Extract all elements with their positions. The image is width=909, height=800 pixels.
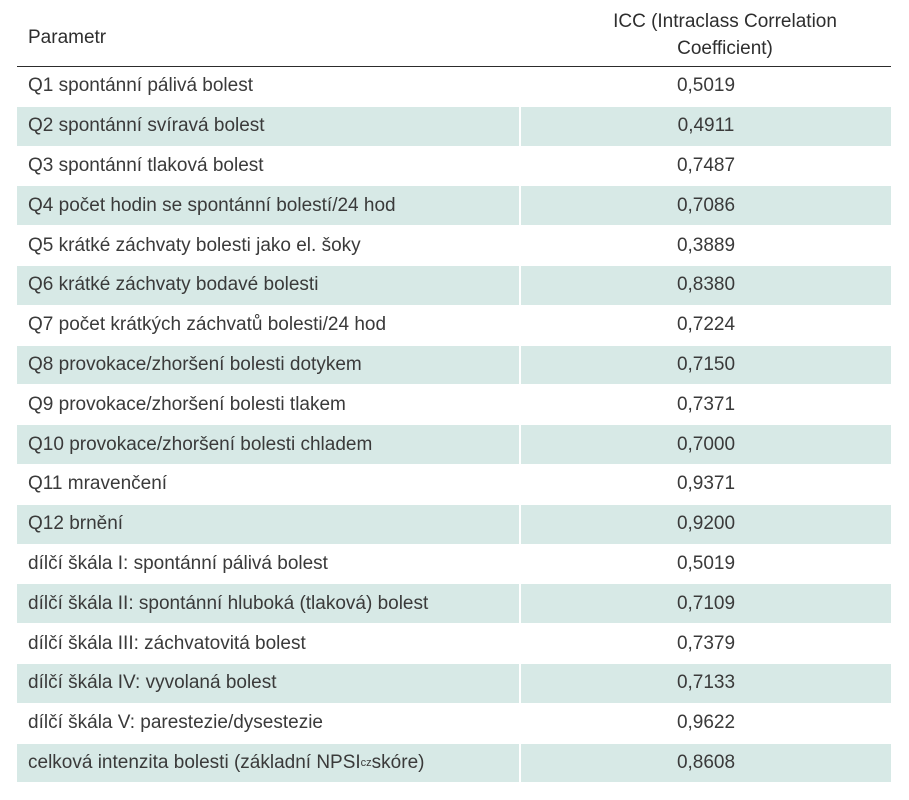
row-value: 0,7109 [519, 584, 891, 624]
row-value: 0,9371 [519, 464, 891, 504]
row-label: Q12 brnění [28, 513, 124, 535]
row-label: Q4 počet hodin se spontánní bolestí/24 h… [28, 194, 396, 216]
row-label: dílčí škála II: spontánní hluboká (tlako… [28, 592, 429, 614]
table-row: Q7 počet krátkých záchvatů bolesti/24 ho… [17, 305, 891, 346]
row-label: Q11 mravenčení [28, 473, 168, 495]
table-row: Q6 krátké záchvaty bodavé bolesti 0,8380 [17, 265, 891, 306]
icc-table: Parametr ICC (Intraclass Correlation Coe… [17, 0, 891, 784]
row-value: 0,7379 [519, 624, 891, 663]
row-value: 0,5019 [519, 67, 891, 106]
row-value: 0,3889 [519, 226, 891, 265]
row-label: Q2 spontánní svíravá bolest [28, 115, 265, 137]
row-label: dílčí škála IV: vyvolaná bolest [28, 672, 277, 694]
table-row: Q12 brnění 0,9200 [17, 504, 891, 545]
table-row-total: celková intenzita bolesti (základní NPSI… [17, 743, 891, 784]
header-icc-line1: ICC (Intraclass Correlation [613, 11, 837, 32]
table-row: Q3 spontánní tlaková bolest 0,7487 [17, 146, 891, 187]
row-label: dílčí škála V: parestezie/dysestezie [28, 712, 323, 734]
table-row: Q8 provokace/zhoršení bolesti dotykem 0,7… [17, 345, 891, 386]
table-row: Q11 mravenčení 0,9371 [17, 464, 891, 505]
row-value: 0,8380 [519, 265, 891, 305]
row-value: 0,5019 [519, 544, 891, 584]
row-value: 0,7086 [519, 186, 891, 226]
row-label: Q7 počet krátkých záchvatů bolesti/24 ho… [28, 314, 387, 336]
table-row: Q9 provokace/zhoršení bolesti tlakem 0,73… [17, 385, 891, 426]
row-value: 0,4911 [519, 106, 891, 146]
table-row: Q2 spontánní svíravá bolest 0,4911 [17, 106, 891, 147]
row-value: 0,9200 [519, 504, 891, 544]
row-value: 0,7224 [519, 305, 891, 345]
row-label-prefix: celková intenzita bolesti (základní NPSI [28, 751, 361, 773]
row-label: Q6 krátké záchvaty bodavé bolesti [28, 274, 319, 296]
header-icc-line2: Coefficient) [677, 38, 773, 59]
row-label: Q10 provokace/zhoršení bolesti chladem [28, 433, 373, 455]
table-row: Q1 spontánní pálivá bolest 0,5019 [17, 67, 891, 107]
table-row: dílčí škála IV: vyvolaná bolest 0,7133 [17, 663, 891, 704]
header-parameter: Parametr [28, 27, 107, 48]
row-label: celková intenzita bolesti (základní NPSI… [28, 744, 518, 783]
table-header: Parametr ICC (Intraclass Correlation Coe… [17, 0, 891, 67]
row-value: 0,7150 [519, 345, 891, 385]
row-value: 0,7000 [519, 425, 891, 464]
row-value: 0,7487 [519, 146, 891, 186]
row-label-subscript: cz [360, 756, 372, 769]
table-row: Q5 krátké záchvaty bolesti jako el. šoky… [17, 226, 891, 266]
row-label: Q9 provokace/zhoršení bolesti tlakem [28, 393, 346, 415]
table-row: dílčí škála II: spontánní hluboká (tlako… [17, 584, 891, 625]
row-value: 0,9622 [519, 703, 891, 743]
row-label: Q8 provokace/zhoršení bolesti dotykem [28, 353, 362, 375]
table-row: Q4 počet hodin se spontánní bolestí/24 h… [17, 186, 891, 227]
table-row: dílčí škála I: spontánní pálivá bolest 0,… [17, 544, 891, 585]
row-value: 0,7133 [519, 663, 891, 703]
row-label: dílčí škála I: spontánní pálivá bolest [28, 552, 328, 574]
row-label: Q1 spontánní pálivá bolest [28, 75, 253, 97]
table-row: dílčí škála III: záchvatovitá bolest 0,73… [17, 624, 891, 664]
row-label: dílčí škála III: záchvatovitá bolest [28, 632, 306, 654]
row-label: Q3 spontánní tlaková bolest [28, 154, 264, 176]
row-label: Q5 krátké záchvaty bolesti jako el. šoky [28, 234, 361, 256]
row-label-suffix: skóre) [371, 751, 425, 773]
table-row: dílčí škála V: parestezie/dysestezie 0,96… [17, 703, 891, 744]
header-icc: ICC (Intraclass Correlation Coefficient) [532, 8, 909, 62]
table-row: Q10 provokace/zhoršení bolesti chladem 0,… [17, 425, 891, 465]
row-value: 0,7371 [519, 385, 891, 425]
row-value: 0,8608 [519, 743, 891, 783]
table-body: Q1 spontánní pálivá bolest 0,5019 Q2 spont… [17, 67, 891, 744]
